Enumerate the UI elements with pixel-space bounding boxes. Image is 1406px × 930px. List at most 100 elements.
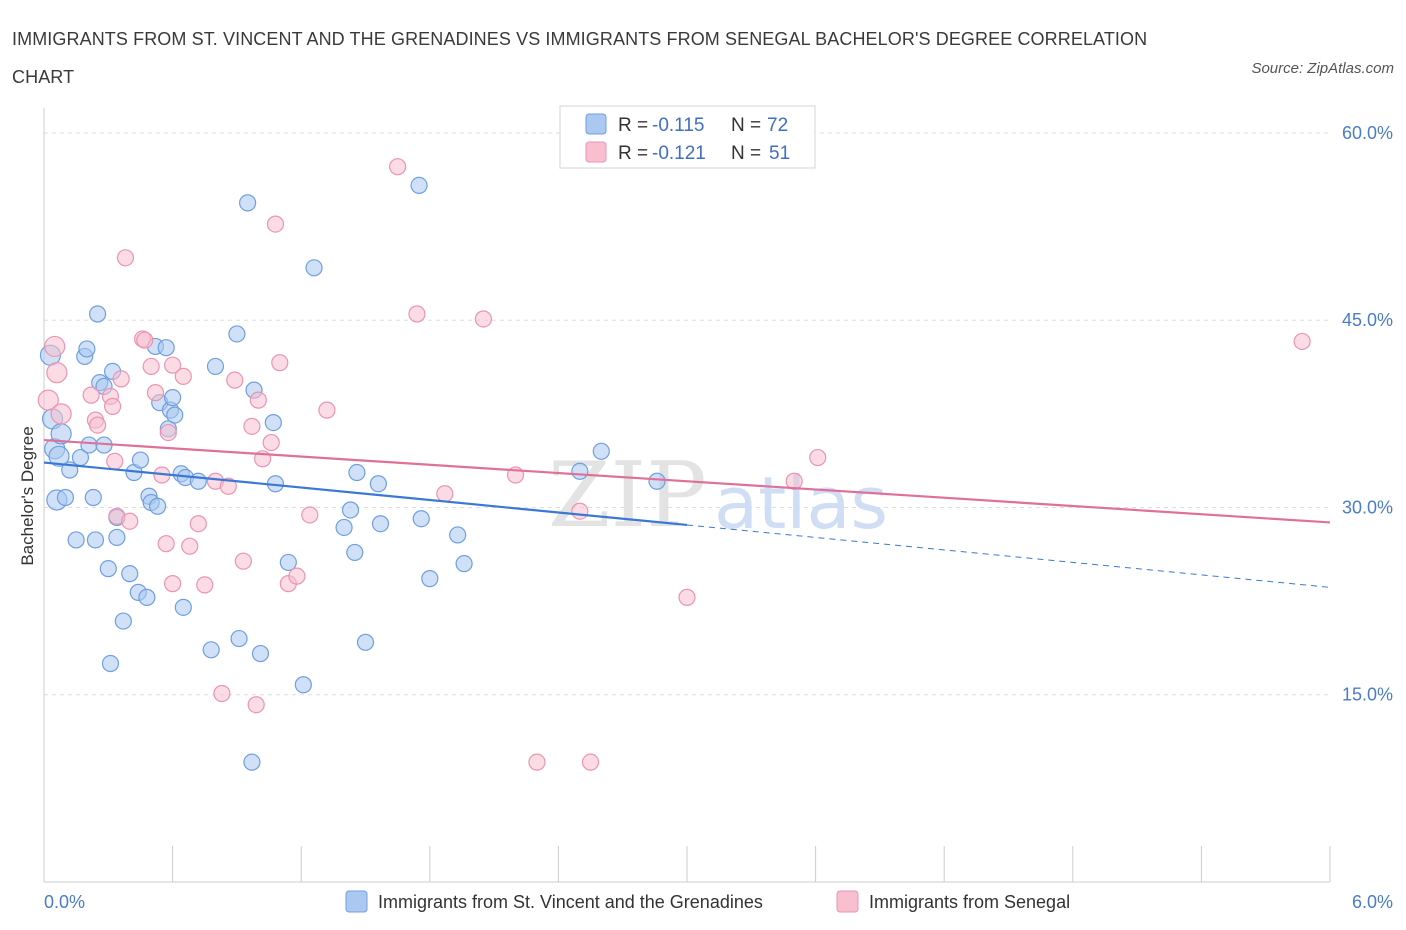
y-tick-labels: 60.0% 45.0% 30.0% 15.0% bbox=[1342, 123, 1393, 705]
scatter-point bbox=[474, 310, 492, 328]
x-tick-max: 6.0% bbox=[1352, 892, 1393, 912]
scatter-point bbox=[106, 452, 124, 470]
scatter-point bbox=[346, 543, 364, 562]
scatter-point bbox=[88, 305, 107, 323]
scatter-point bbox=[174, 598, 192, 616]
scatter-point bbox=[251, 644, 270, 663]
y-axis-label: Bachelor's Degree bbox=[18, 426, 37, 565]
scatter-point bbox=[131, 451, 150, 469]
scatter-point bbox=[421, 570, 439, 588]
axes bbox=[43, 108, 1331, 883]
watermark-atlas: atlas bbox=[714, 461, 888, 545]
scatter-point bbox=[262, 433, 280, 452]
source-label: Source: ZipAtlas.com bbox=[1251, 60, 1394, 77]
scatter-point bbox=[206, 357, 225, 376]
legend-n-label-2: N = bbox=[731, 143, 761, 164]
legend-n-value-1: 72 bbox=[767, 115, 788, 136]
scatter-point bbox=[99, 560, 117, 578]
scatter-point bbox=[146, 384, 165, 402]
scatter-point bbox=[196, 576, 214, 594]
scatter-point bbox=[114, 612, 132, 630]
scatter-point bbox=[181, 537, 199, 555]
scatter-point bbox=[56, 488, 75, 507]
scatter-point bbox=[266, 215, 285, 233]
series-blue-points bbox=[39, 176, 666, 771]
scatter-point bbox=[449, 526, 467, 544]
y-tick-label: 60.0% bbox=[1342, 123, 1393, 143]
scatter-point bbox=[264, 413, 282, 432]
bottom-legend-swatch-blue bbox=[345, 890, 368, 913]
series-pink-points bbox=[37, 158, 1311, 771]
scatter-point bbox=[174, 367, 192, 386]
legend-r-label-2: R = bbox=[618, 143, 648, 164]
scatter-point bbox=[234, 552, 252, 570]
trend-line-blue bbox=[43, 461, 688, 527]
scatter-point bbox=[219, 477, 237, 495]
scatter-point bbox=[301, 506, 319, 524]
scatter-point bbox=[279, 553, 297, 572]
scatter-point bbox=[37, 389, 59, 411]
y-tick-label: 45.0% bbox=[1342, 310, 1393, 330]
scatter-point bbox=[86, 531, 105, 549]
scatter-point bbox=[230, 629, 248, 648]
scatter-point bbox=[371, 515, 390, 533]
scatter-point bbox=[88, 416, 107, 434]
legend-n-value-2: 51 bbox=[769, 143, 790, 164]
trend-line-blue-extension bbox=[686, 524, 1331, 588]
y-tick-label: 15.0% bbox=[1342, 685, 1393, 705]
watermark-zip: ZIP bbox=[548, 443, 707, 548]
scatter-point bbox=[226, 371, 244, 389]
scatter-point bbox=[412, 510, 430, 528]
scatter-point bbox=[101, 654, 120, 673]
scatter-point bbox=[247, 696, 265, 714]
scatter-point bbox=[80, 436, 98, 454]
scatter-point bbox=[571, 502, 589, 520]
scatter-point bbox=[356, 633, 375, 651]
scatter-point bbox=[44, 335, 66, 358]
legend-swatch-pink bbox=[585, 141, 607, 163]
scatter-point bbox=[571, 462, 589, 480]
scatter-point bbox=[78, 340, 96, 358]
scatter-point bbox=[809, 448, 827, 467]
scatter-point bbox=[48, 445, 70, 467]
scatter-point bbox=[318, 401, 336, 419]
scatter-point bbox=[46, 362, 68, 384]
scatter-point bbox=[189, 472, 207, 490]
scatter-point bbox=[121, 565, 139, 583]
legend-r-value-1: -0.115 bbox=[652, 115, 704, 136]
scatter-point bbox=[164, 389, 182, 407]
bottom-legend-label-blue: Immigrants from St. Vincent and the Gren… bbox=[378, 892, 763, 912]
scatter-point bbox=[389, 158, 407, 176]
scatter-point bbox=[84, 488, 102, 507]
scatter-point bbox=[189, 515, 207, 533]
scatter-point bbox=[202, 641, 220, 659]
grid-lines bbox=[44, 132, 1330, 696]
scatter-point bbox=[1293, 332, 1311, 351]
scatter-point bbox=[592, 442, 610, 460]
scatter-point bbox=[436, 485, 454, 503]
scatter-point bbox=[159, 423, 177, 442]
scatter-point bbox=[408, 305, 426, 323]
scatter-point bbox=[341, 501, 360, 519]
scatter-point bbox=[678, 588, 696, 606]
scatter-point bbox=[239, 194, 257, 212]
chart-title: IMMIGRANTS FROM ST. VINCENT AND THE GREN… bbox=[12, 29, 1148, 87]
scatter-point bbox=[82, 386, 100, 404]
scatter-point bbox=[116, 249, 135, 267]
scatter-point bbox=[243, 753, 261, 771]
scatter-point bbox=[455, 555, 473, 573]
scatter-point bbox=[148, 497, 167, 515]
legend-r-value-2: -0.121 bbox=[652, 143, 706, 164]
y-tick-label: 30.0% bbox=[1342, 497, 1393, 517]
legend-swatch-blue bbox=[585, 113, 607, 135]
scatter-point bbox=[249, 391, 267, 409]
scatter-point bbox=[271, 354, 289, 372]
stats-legend: R = -0.115 N = 72 R = -0.121 N = 51 bbox=[559, 105, 816, 169]
scatter-point bbox=[785, 472, 803, 490]
scatter-point bbox=[213, 684, 231, 703]
scatter-point bbox=[228, 325, 246, 343]
series-legend: Immigrants from St. Vincent and the Gren… bbox=[345, 890, 1070, 913]
scatter-point bbox=[164, 356, 182, 374]
scatter-point bbox=[157, 535, 175, 553]
